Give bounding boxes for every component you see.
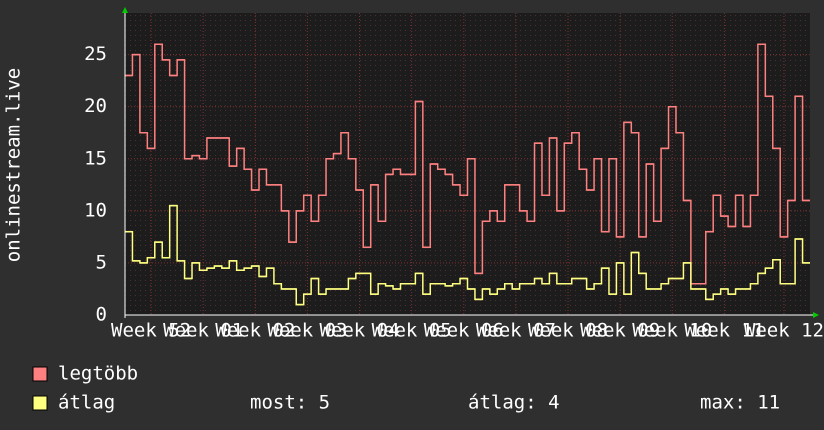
y-axis-label: onlinestream.live [3,68,25,262]
x-tick-label: Week 12 [744,320,824,342]
y-tick-label: 15 [84,147,107,169]
x-tick-label: Week 04 [319,320,399,342]
plot [125,13,810,316]
y-tick-label: 10 [84,199,107,221]
x-tick-label: Week 01 [163,320,243,342]
axis-arrow [122,7,128,13]
x-tick-label: Week 03 [267,320,347,342]
x-tick-label: Week 09 [580,320,660,342]
x-tick-label: Week 02 [215,320,295,342]
y-tick-label: 20 [84,95,107,117]
legend-label: átlag [58,392,115,414]
stat: max: 11 [700,392,780,414]
x-tick-label: Week 10 [632,320,712,342]
y-tick-label: 25 [84,43,107,65]
x-tick-label: Week 07 [476,320,556,342]
stat: most: 5 [250,392,330,414]
legend-swatch [32,366,48,382]
x-tick-label: Week 52 [111,320,191,342]
y-tick-label: 5 [96,251,107,273]
stat: átlag: 4 [468,392,560,414]
legend-label: legtöbb [58,363,138,385]
axis-arrow [813,312,819,318]
y-tick-label: 0 [96,304,107,326]
x-tick-label: Week 11 [684,320,764,342]
legend-swatch [32,395,48,411]
x-tick-label: Week 06 [424,320,504,342]
x-tick-label: Week 08 [528,320,608,342]
x-tick-label: Week 05 [372,320,452,342]
